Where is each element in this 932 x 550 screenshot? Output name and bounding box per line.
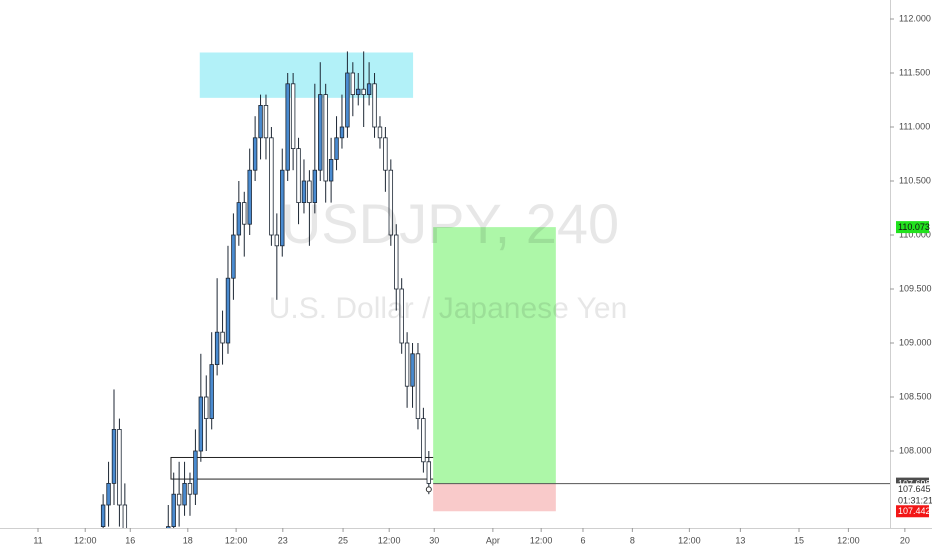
x-tick-label: 12:00 [530,535,553,545]
candle-body [198,396,204,452]
candle-body [426,461,432,484]
y-tick-label: 112.000 [899,13,931,23]
x-tick-label: 12:00 [74,535,97,545]
candle-body [421,418,426,463]
candle-body [225,277,231,344]
zone [199,52,414,98]
candle-body [166,526,171,528]
candle-body [415,353,421,419]
candle-body [214,331,220,365]
watermark-title: USDJPY, 240 [281,192,619,255]
candle-body [361,88,366,96]
candle-body [394,234,399,290]
last-price-marker [425,486,432,493]
target-label-bg [896,221,929,234]
y-tick-label: 111.000 [899,121,930,131]
x-tick-label: 11 [33,535,42,545]
candle-body [377,126,383,139]
candle-body [269,137,274,236]
candle-body [318,94,323,171]
candle-body [388,169,394,236]
candle-body [242,202,247,225]
x-tick-label: 12:00 [378,535,401,545]
candle-body [339,126,345,139]
target-zone [433,227,556,484]
candle-body [350,72,356,96]
stop-zone [433,483,556,512]
target-label: 110.073 [898,222,930,232]
candle-body [334,137,339,160]
stop-label-bg [896,505,929,518]
x-tick-label: 30 [429,535,439,545]
x-tick-label: 12:00 [225,535,248,545]
x-tick-label: 20 [900,535,910,545]
y-tick-label: 109.000 [899,337,932,347]
candle-body [328,159,334,182]
y-tick-label: 108.500 [899,391,932,401]
candle-body [372,83,377,128]
candle-body [404,342,410,387]
candle-body [312,169,318,204]
candle-body [285,83,290,171]
last-price-label-bg [896,483,929,496]
candle-body [366,83,372,96]
candle-body [290,83,296,150]
candle-body [345,72,350,128]
candle-body [280,169,285,247]
x-tick-label: 13 [735,535,745,545]
candle-body [263,105,269,139]
candle-body [111,428,117,484]
candle-body [231,234,236,279]
y-tick-label: 110.000 [899,229,931,239]
candle-body [117,428,122,506]
x-tick-label: 15 [794,535,804,545]
y-tick-label: 108.000 [899,445,932,455]
candle-body [171,493,176,527]
countdown-label: 01:31:21 [898,496,932,506]
last-price-label: 107.645 [898,484,931,494]
x-tick-label: 18 [183,535,193,545]
x-tick-label: Apr [486,535,500,545]
x-tick-label: 6 [580,535,585,545]
candle-body [176,493,182,506]
x-tick-label: 16 [125,535,135,545]
candle-body [100,504,106,527]
candle-body [220,331,225,344]
stop-label: 107.442 [898,506,931,516]
x-tick-label: 12:00 [678,535,701,545]
candle-body [410,353,415,387]
x-tick-label: 25 [338,535,348,545]
y-tick-label: 109.500 [899,283,932,293]
y-tick-label: 111.500 [899,67,930,77]
candle-body [122,504,128,528]
candle-body [307,180,312,204]
candle-body [274,234,280,247]
candle-body [356,88,361,96]
x-tick-label: 8 [630,535,635,545]
candle-body [106,482,111,506]
y-tick-label: 110.500 [899,175,931,185]
watermark-subtitle: U.S. Dollar / Japanese Yen [269,292,628,325]
x-tick-label: 23 [278,535,288,545]
candle-body [182,482,187,506]
candle-body [301,180,307,204]
candle-body [399,288,404,344]
candle-body [193,450,198,495]
candle-body [296,148,301,204]
candle-body [258,105,263,139]
candle-body [236,202,242,236]
candle-body [187,482,193,495]
candle-body [323,94,328,182]
candle-body [252,137,258,171]
candle-body [209,364,214,419]
x-tick-label: 12:00 [837,535,860,545]
plot-area [100,51,890,528]
candle-body [204,396,209,419]
candle-body [383,137,388,171]
candle-body [247,169,252,225]
